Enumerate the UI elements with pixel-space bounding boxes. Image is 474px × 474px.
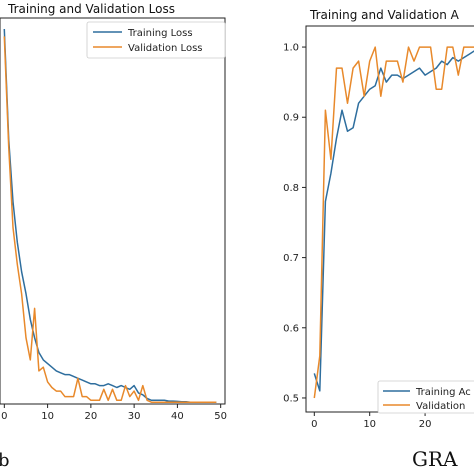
accuracy-y-ticks: 0.5 0.6 0.7 0.8 0.9 1.0 bbox=[283, 43, 306, 404]
loss-x-tick-label: 40 bbox=[171, 411, 184, 422]
loss-series-group bbox=[3, 28, 217, 403]
accuracy-legend: Training Ac Validation bbox=[377, 380, 474, 414]
loss-x-tick-label: 30 bbox=[128, 411, 141, 422]
accuracy-y-tick-label: 0.9 bbox=[283, 113, 299, 124]
loss-x-ticks: 0 10 20 30 40 50 bbox=[1, 404, 227, 422]
left-caption: b bbox=[0, 450, 10, 471]
accuracy-x-tick-label: 20 bbox=[419, 419, 432, 430]
loss-series-line-validation bbox=[3, 36, 217, 403]
accuracy-series-line-validation bbox=[313, 46, 474, 399]
loss-legend-box bbox=[86, 21, 226, 59]
accuracy-chart: Training and Validation A 0 10 20 0.50.60.… bbox=[283, 8, 474, 430]
accuracy-chart-title: Training and Validation A bbox=[309, 8, 460, 22]
accuracy-x-tick-label: 10 bbox=[363, 419, 376, 430]
accuracy-y-tick-label: 1.0 bbox=[283, 43, 299, 54]
loss-x-tick-label: 0 bbox=[1, 411, 7, 422]
loss-x-tick-label: 50 bbox=[214, 411, 227, 422]
accuracy-x-tick-label: 0 bbox=[311, 419, 317, 430]
loss-chart: Training and Validation Loss 0 10 20 30 40 50… bbox=[0, 2, 227, 422]
accuracy-y-tick-label: 0.8 bbox=[283, 183, 299, 194]
loss-x-tick-label: 20 bbox=[84, 411, 97, 422]
accuracy-y-tick-label: 0.6 bbox=[283, 323, 299, 334]
right-caption: GRA bbox=[412, 447, 458, 471]
loss-x-tick-label: 10 bbox=[41, 411, 54, 422]
accuracy-plot-area bbox=[305, 25, 474, 413]
accuracy-x-ticks: 0 10 20 bbox=[311, 412, 431, 430]
loss-series-line-training bbox=[3, 28, 217, 403]
accuracy-series-group bbox=[313, 46, 474, 399]
accuracy-legend-training-label: Training Ac bbox=[415, 387, 471, 398]
loss-legend-validation-label: Validation Loss bbox=[128, 43, 203, 54]
accuracy-y-tick-label: 0.7 bbox=[283, 253, 299, 264]
loss-legend-training-label: Training Loss bbox=[127, 28, 193, 39]
loss-chart-title: Training and Validation Loss bbox=[7, 2, 175, 16]
accuracy-y-tick-label: 0.5 bbox=[283, 393, 299, 404]
accuracy-legend-validation-label: Validation bbox=[416, 401, 465, 412]
loss-plot-area bbox=[0, 17, 226, 405]
loss-legend: Training Loss Validation Loss bbox=[86, 21, 226, 59]
accuracy-series-line-training bbox=[313, 50, 474, 392]
